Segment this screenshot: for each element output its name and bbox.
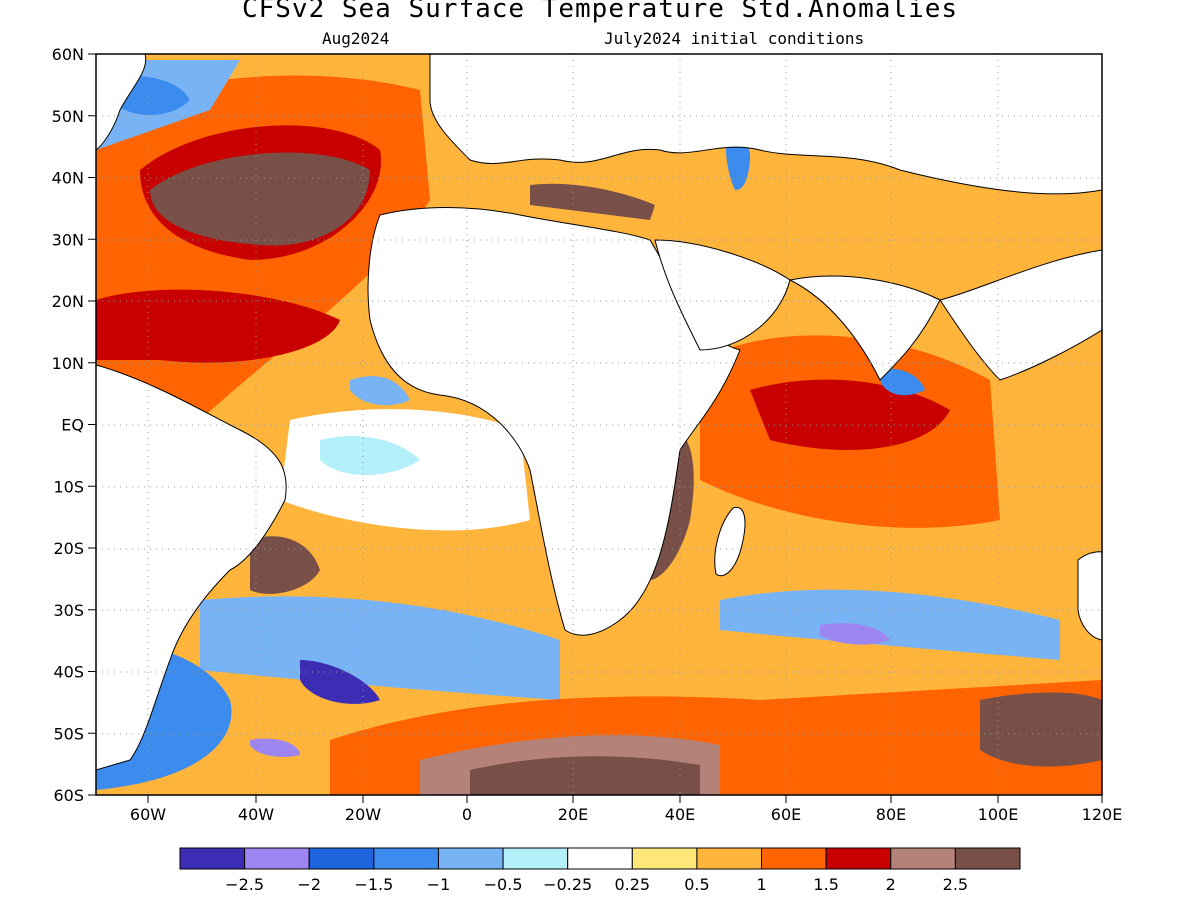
colorbar-swatch [502, 847, 569, 870]
colorbar-label: 0.25 [614, 875, 650, 894]
lat-label: 40N [52, 169, 84, 188]
colorbar-swatch [696, 847, 763, 870]
colorbar-label: −0.5 [484, 875, 523, 894]
lon-label: 120E [1082, 805, 1123, 824]
lat-label: 40S [53, 663, 84, 682]
colorbar-label: 2.5 [943, 875, 968, 894]
colorbar-swatch [567, 847, 633, 870]
colorbar-label: −1.5 [354, 875, 393, 894]
forecast-month: Aug2024 [322, 29, 390, 48]
colorbar-label: 2 [886, 875, 896, 894]
colorbar-swatch [179, 847, 246, 870]
colorbar-label: 1 [756, 875, 766, 894]
latitude-axis: 60N 50N 40N 30N 20N 10N EQ 10S 20S 30S 40S 50S 60S [52, 45, 96, 805]
lat-label: 30S [53, 601, 84, 620]
lon-label: 20W [345, 805, 381, 824]
lat-label: 10S [53, 477, 84, 496]
lon-label: 100E [978, 805, 1019, 824]
lat-label: 20S [53, 539, 84, 558]
colorbar-label: 1.5 [813, 875, 838, 894]
land-masses [96, 54, 1102, 771]
lat-label: 60S [53, 786, 84, 805]
colorbar-label: −0.25 [543, 875, 592, 894]
lat-label: 60N [52, 45, 84, 64]
lat-label: 50N [52, 107, 84, 126]
colorbar-swatch [761, 847, 827, 870]
longitude-axis: 60W 40W 20W 0 20E 40E 60E 80E 100E 120E [130, 795, 1122, 824]
lon-label: 0 [462, 805, 472, 824]
lon-label: 80E [876, 805, 906, 824]
lon-label: 20E [558, 805, 588, 824]
lon-label: 40W [238, 805, 274, 824]
lat-label: 20N [52, 292, 84, 311]
map-title: CFSv2 Sea Surface Temperature Std.Anomal… [241, 0, 959, 24]
colorbar-label: −2.5 [225, 875, 264, 894]
colorbar-swatch [244, 847, 310, 870]
colorbar-swatch [308, 847, 375, 870]
initial-conditions: July2024 initial conditions [604, 29, 865, 48]
lon-label: 60W [130, 805, 166, 824]
colorbar-label: −2 [297, 875, 321, 894]
lat-label: 30N [52, 230, 84, 249]
colorbar-swatch [373, 847, 439, 870]
colorbar-labels: −2.5 −2 −1.5 −1 −0.5 −0.25 0.25 0.5 1 1.5 2 2.5 [225, 875, 968, 894]
lat-label: EQ [61, 416, 84, 435]
lat-label: 10N [52, 354, 84, 373]
lon-label: 60E [771, 805, 801, 824]
colorbar-swatch [631, 847, 698, 870]
colorbar-swatch [890, 847, 956, 870]
colorbar-label: −1 [427, 875, 451, 894]
colorbar [179, 847, 1021, 870]
lat-label: 50S [53, 724, 84, 743]
colorbar-label: 0.5 [684, 875, 709, 894]
colorbar-swatch [825, 847, 892, 870]
colorbar-swatch [437, 847, 504, 870]
lon-label: 40E [665, 805, 695, 824]
colorbar-swatch [954, 847, 1021, 870]
